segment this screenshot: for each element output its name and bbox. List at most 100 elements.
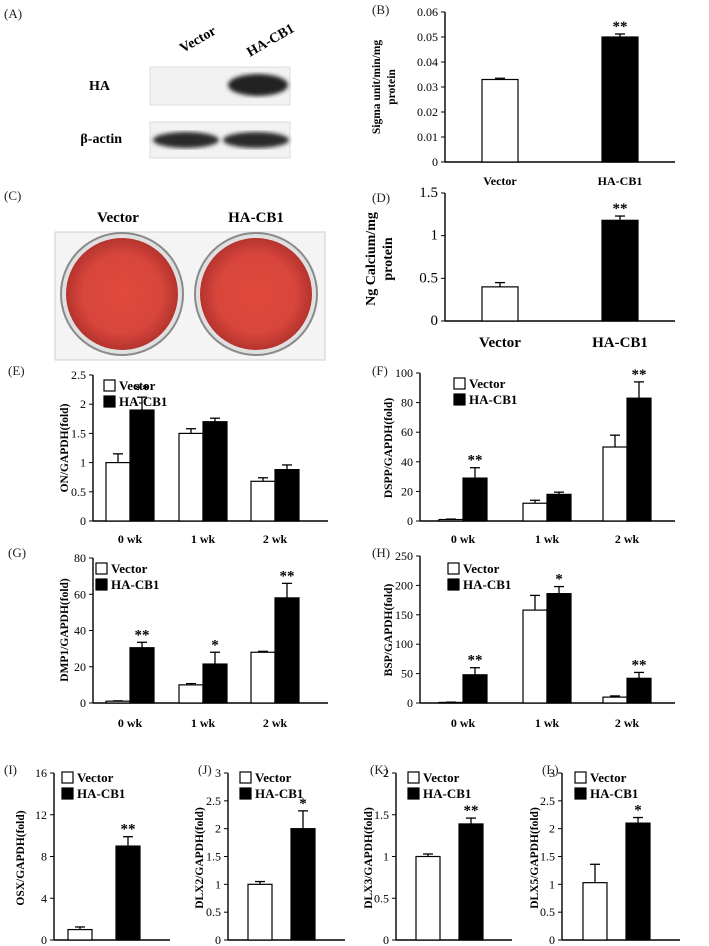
bar-ha-cb1	[462, 674, 488, 704]
y-tick-label: 16	[35, 766, 47, 780]
y-tick-label: 0	[215, 933, 221, 946]
y-tick-label: 40	[74, 624, 86, 638]
bar-vector	[481, 78, 519, 163]
bar-vector	[178, 684, 204, 704]
category-label: 1 wk	[191, 716, 216, 730]
panel-letter: (I)	[4, 762, 17, 777]
y-tick-label: 40	[401, 455, 413, 469]
y-tick-label: 1	[383, 850, 389, 864]
bar-vector	[250, 651, 276, 704]
bar-vector	[602, 696, 628, 704]
y-tick-label: 0	[80, 514, 86, 528]
y-axis-title: DMP1/GAPDH(fold)	[59, 578, 71, 682]
blot-actin-band-ha-cb1	[223, 132, 289, 148]
bar-vector	[250, 480, 276, 522]
lane-label-vector: Vector	[178, 24, 219, 57]
significance-mark: **	[632, 367, 647, 383]
bar-ha-cb1	[626, 397, 652, 522]
y-tick-label: 0.5	[71, 485, 86, 499]
legend-swatch-vector	[407, 771, 420, 784]
significance-mark: *	[299, 796, 307, 812]
y-tick-label: 2	[80, 397, 86, 411]
bar-ha-cb1	[458, 823, 484, 941]
y-tick-label: 1.5	[206, 850, 221, 864]
bar-ha-cb1	[202, 421, 228, 522]
y-tick-label: 1.5	[374, 808, 389, 822]
chart-l: (L) 0 0.5 1 1.5 2 2.5 3 DLX5/GAPDH(fold) * VectorH…	[529, 762, 680, 946]
bar-vector	[247, 883, 273, 941]
y-tick-label: 1	[80, 456, 86, 470]
category-label: 2 wk	[263, 716, 288, 730]
bar-ha-cb1	[625, 822, 651, 941]
legend-swatch-ha-cb1	[239, 787, 252, 800]
significance-mark: **	[613, 19, 628, 35]
y-tick-label: 0	[407, 696, 413, 710]
panel-letter: (F)	[372, 363, 388, 378]
y-tick-label: 0	[431, 313, 439, 329]
y-tick-label: 12	[35, 808, 47, 822]
y-tick-label: 100	[395, 637, 413, 651]
lane-label-ha-cb1: HA-CB1	[245, 21, 298, 60]
panel-letter: (D)	[372, 190, 390, 205]
y-tick-label: 60	[74, 587, 86, 601]
significance-mark: **	[632, 657, 647, 673]
y-tick-label: 100	[395, 366, 413, 380]
chart-b: (B) 0 0.01 0.02 0.03 0.04 0.05 0.06 Sigma unit/m…	[371, 2, 675, 188]
blot-actin-band-vector	[153, 132, 219, 148]
y-axis-title: DLX2/GAPDH(fold)	[194, 807, 206, 909]
legend-swatch-ha-cb1	[453, 393, 466, 406]
legend-label-vector: Vector	[111, 561, 148, 576]
chart-j: (J) 0 0.5 1 1.5 2 2.5 3 DLX2/GAPDH(fold) * VectorH…	[194, 762, 345, 946]
chart-d: (D) 0 0.5 1 1.5 Ng Calcium/mg protein Vector ** H…	[364, 185, 675, 351]
bar-ha-cb1	[462, 477, 488, 522]
y-tick-label: 0.03	[417, 80, 438, 94]
y-tick-label: 8	[41, 850, 47, 864]
significance-mark: **	[135, 627, 150, 643]
y-tick-label: 0	[432, 155, 438, 169]
category-label: HA-CB1	[592, 335, 648, 351]
legend-swatch-vector	[61, 771, 74, 784]
y-tick-label: 50	[401, 667, 413, 681]
y-tick-label: 200	[395, 578, 413, 592]
panel-letter: (E)	[8, 363, 25, 378]
legend-swatch-vector	[103, 379, 116, 392]
y-axis-title: DLX3/GAPDH(fold)	[363, 807, 375, 909]
legend-label-vector: Vector	[423, 770, 460, 785]
panel-letter-a: (A)	[4, 6, 22, 21]
legend-swatch-vector	[95, 562, 108, 575]
y-tick-label: 20	[74, 660, 86, 674]
y-tick-label: 0.5	[419, 270, 438, 286]
significance-mark: **	[613, 201, 628, 217]
well-label-vector: Vector	[97, 210, 139, 226]
category-label: 2 wk	[263, 532, 288, 546]
significance-mark: **	[464, 803, 479, 819]
blot-ha-band	[228, 74, 288, 96]
category-label: HA-CB1	[598, 174, 643, 188]
y-tick-label: 0.5	[206, 905, 221, 919]
category-label: 1 wk	[535, 532, 560, 546]
bar-ha-cb1	[626, 677, 652, 704]
y-tick-label: 0.01	[417, 130, 438, 144]
y-tick-label: 2.5	[71, 368, 86, 382]
panel-a: (A) Vector HA-CB1 HA β-actin	[4, 6, 298, 159]
bar-vector	[415, 855, 441, 941]
y-tick-label: 3	[549, 766, 555, 780]
y-tick-label: 80	[74, 551, 86, 565]
y-tick-label: 0.05	[417, 30, 438, 44]
legend-swatch-vector	[453, 377, 466, 390]
significance-mark: *	[211, 637, 219, 653]
y-tick-label: 2	[215, 822, 221, 836]
y-axis-title: Ng Calcium/mg protein	[364, 212, 396, 306]
y-tick-label: 20	[401, 484, 413, 498]
y-tick-label: 1	[549, 877, 555, 891]
legend-swatch-ha-cb1	[407, 787, 420, 800]
y-tick-label: 1.5	[71, 426, 86, 440]
category-label: 0 wk	[451, 716, 476, 730]
category-label: 0 wk	[451, 532, 476, 546]
bar-ha-cb1	[202, 663, 228, 704]
bar-ha-cb1	[601, 219, 639, 322]
significance-mark: **	[468, 453, 483, 469]
chart-g: (G) 0 20 40 60 80 DMP1/GAPDH(fold) ** 0 wk * 1 wk *…	[8, 545, 328, 730]
legend-label-ha-cb1: HA-CB1	[77, 786, 125, 801]
well-label-ha-cb1: HA-CB1	[228, 210, 284, 226]
